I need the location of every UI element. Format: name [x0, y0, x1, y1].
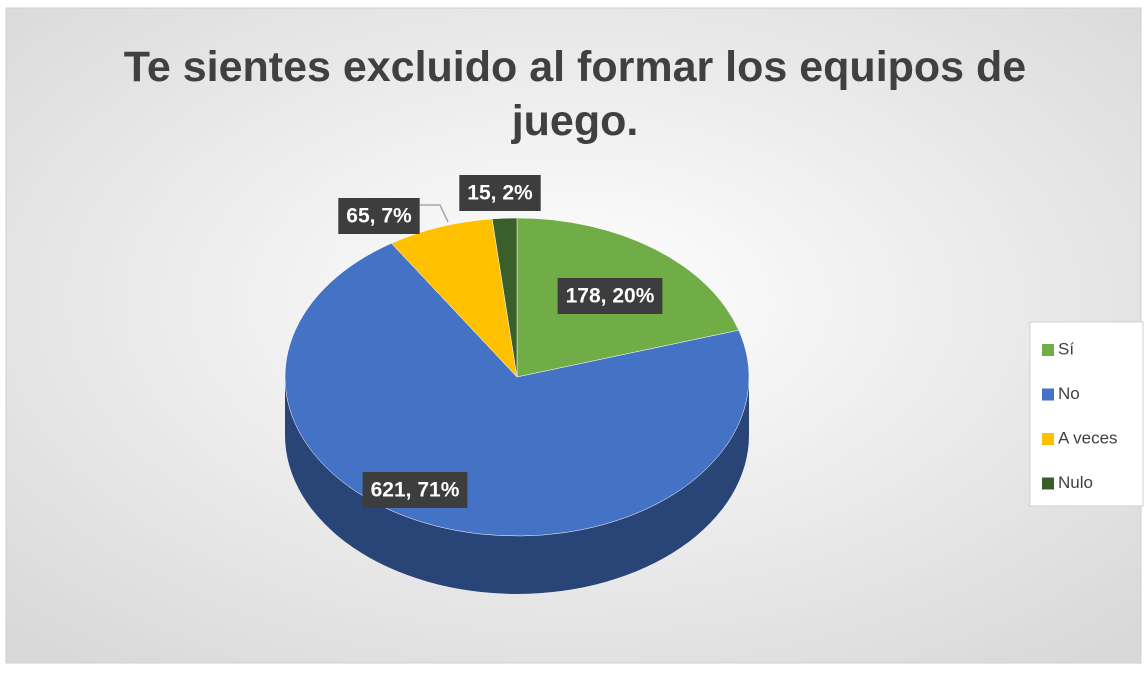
- slice-side: [285, 377, 749, 594]
- data-label-box: [338, 198, 420, 234]
- slice: [491, 217, 518, 378]
- data-label: 15, 2%: [467, 182, 533, 205]
- legend-label: Nulo: [1058, 473, 1093, 492]
- legend-label: Sí: [1058, 339, 1074, 358]
- legend-swatch: [1042, 477, 1054, 490]
- legend-swatch: [1042, 433, 1054, 445]
- slice: [391, 218, 518, 378]
- data-label-box: [362, 472, 468, 508]
- legend-box: [1029, 321, 1144, 507]
- data-label: 65, 7%: [346, 205, 412, 228]
- legend-label: No: [1058, 384, 1080, 403]
- data-label: 178, 20%: [566, 285, 655, 308]
- legend-label: A veces: [1058, 428, 1118, 447]
- data-label-box: [459, 175, 541, 211]
- leader-line: [419, 204, 449, 223]
- data-label: 621, 71%: [371, 479, 460, 502]
- legend-swatch: [1042, 388, 1054, 401]
- legend-swatch: [1042, 344, 1054, 356]
- slice: [284, 242, 750, 537]
- chart-title: Te sientes excluido al formar los equipo…: [123, 43, 1027, 145]
- data-label-box: [557, 278, 663, 314]
